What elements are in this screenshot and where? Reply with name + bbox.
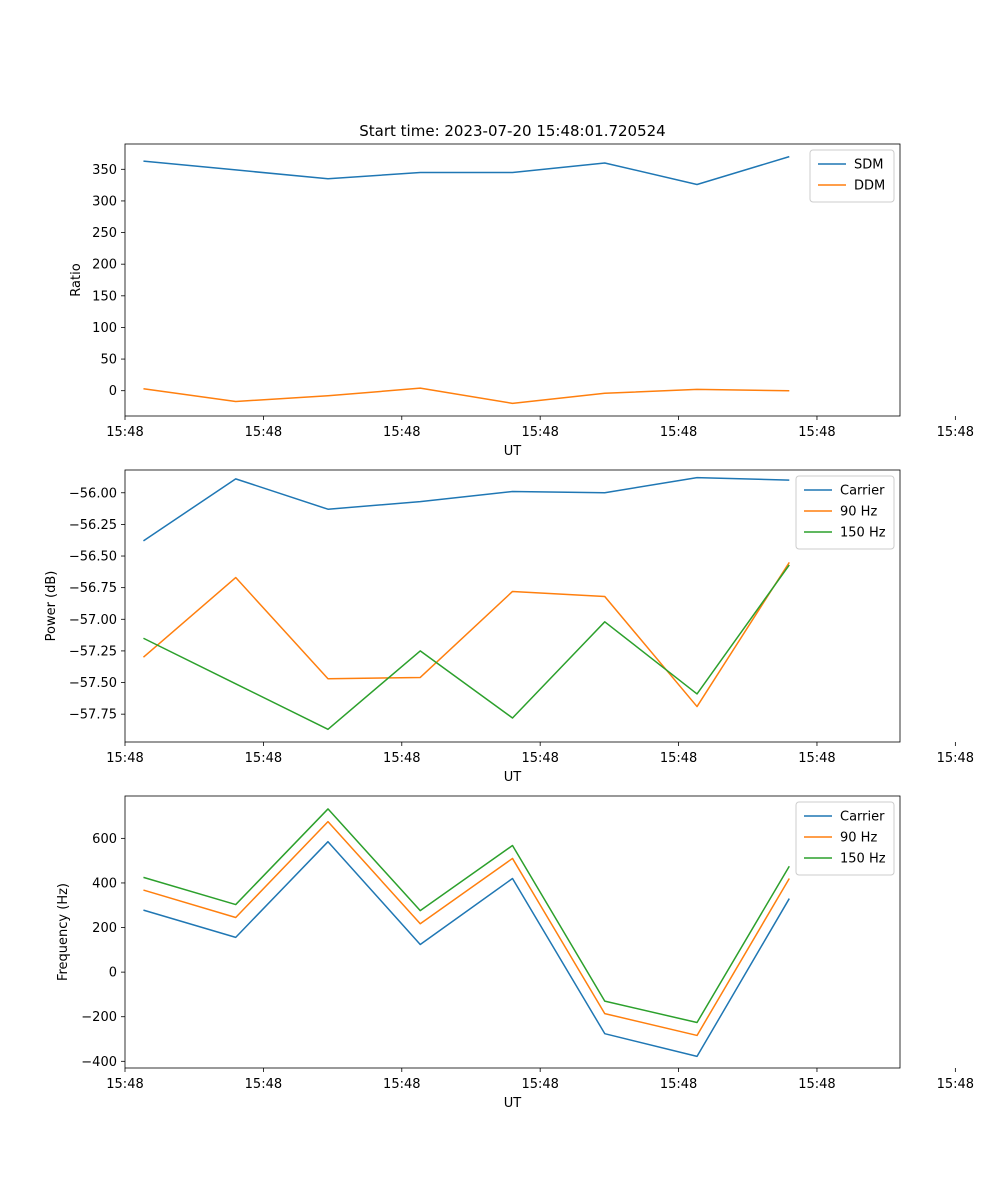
- y-tick-label: 200: [92, 258, 117, 273]
- x-axis-label: UT: [504, 1096, 522, 1111]
- y-tick-label: −400: [81, 1055, 117, 1070]
- y-tick-label: −56.00: [69, 486, 117, 501]
- y-tick-label: 350: [92, 163, 117, 178]
- y-tick-label: −200: [81, 1010, 117, 1025]
- x-axis-label: UT: [504, 770, 522, 785]
- y-tick-label: 250: [92, 226, 117, 241]
- legend-entry: 150 Hz: [840, 526, 886, 541]
- x-tick-label: 15:48: [660, 1077, 697, 1092]
- legend: SDM DDM: [809, 149, 895, 203]
- x-tick-label: 15:48: [106, 425, 143, 440]
- series-line-90-hz: [143, 820, 790, 1037]
- x-tick-label: 15:48: [937, 1077, 974, 1092]
- x-tick-label: 15:48: [106, 1077, 143, 1092]
- x-tick-label: 15:48: [106, 751, 143, 766]
- y-tick-label: 600: [92, 832, 117, 847]
- axes-frame: [124, 469, 901, 743]
- x-tick-label: 15:48: [383, 751, 420, 766]
- series-line-sdm: [143, 155, 790, 186]
- y-axis-label: Frequency (Hz): [56, 883, 71, 981]
- chart-panel-2: 15:48 15:48 15:48 15:48 15:48 15:48 15:48 −57.7…: [44, 469, 974, 785]
- x-tick-label: 15:48: [660, 751, 697, 766]
- series-line-150-hz: [143, 564, 790, 731]
- x-tick-label: 15:48: [521, 751, 558, 766]
- series-line-90-hz: [142, 561, 790, 708]
- series-line-ddm: [143, 387, 790, 405]
- y-tick-label: −57.50: [69, 676, 117, 691]
- x-tick-label: 15:48: [245, 751, 282, 766]
- axes-frame: [124, 795, 901, 1069]
- series-line-carrier: [143, 476, 790, 542]
- x-tick-label: 15:48: [245, 425, 282, 440]
- x-tick-label: 15:48: [383, 425, 420, 440]
- x-tick-label: 15:48: [937, 425, 974, 440]
- legend-box: [795, 801, 895, 876]
- x-tick-label: 15:48: [798, 751, 835, 766]
- legend: Carrier 90 Hz 150 Hz: [795, 475, 895, 550]
- y-tick-label: 150: [92, 289, 117, 304]
- y-tick-label: 200: [92, 921, 117, 936]
- y-tick-label: 300: [92, 194, 117, 209]
- y-tick-label: −57.75: [69, 708, 117, 723]
- x-tick-label: 15:48: [798, 1077, 835, 1092]
- legend-entry: Carrier: [840, 484, 885, 499]
- x-tick-label: 15:48: [521, 425, 558, 440]
- legend: Carrier 90 Hz 150 Hz: [795, 801, 895, 876]
- x-axis-label: UT: [504, 444, 522, 459]
- series-line-150-hz: [143, 808, 790, 1024]
- y-tick-label: −57.25: [69, 644, 117, 659]
- axes-frame: [124, 143, 901, 417]
- chart-panel-3: 15:48 15:48 15:48 15:48 15:48 15:48 15:48 −400 −…: [56, 795, 974, 1111]
- y-tick-label: −56.50: [69, 550, 117, 565]
- y-axis-label: Ratio: [69, 263, 84, 296]
- legend-entry: 90 Hz: [840, 505, 877, 520]
- x-tick-label: 15:48: [937, 751, 974, 766]
- y-tick-label: −56.75: [69, 581, 117, 596]
- x-tick-label: 15:48: [798, 425, 835, 440]
- y-tick-label: 0: [109, 384, 117, 399]
- legend-entry: SDM: [854, 158, 883, 173]
- x-tick-label: 15:48: [383, 1077, 420, 1092]
- legend-entry: Carrier: [840, 810, 885, 825]
- x-tick-label: 15:48: [521, 1077, 558, 1092]
- y-axis-label: Power (dB): [44, 571, 59, 642]
- chart-title: Start time: 2023-07-20 15:48:01.720524: [359, 122, 665, 140]
- series-line-carrier: [143, 840, 790, 1058]
- legend-box: [795, 475, 895, 550]
- y-tick-label: 100: [92, 321, 117, 336]
- x-tick-label: 15:48: [660, 425, 697, 440]
- legend-entry: 90 Hz: [840, 831, 877, 846]
- legend-entry: DDM: [854, 179, 885, 194]
- chart-panel-1: Start time: 2023-07-20 15:48:01.720524 15…: [69, 122, 974, 459]
- legend-entry: 150 Hz: [840, 852, 886, 867]
- legend-box: [809, 149, 895, 203]
- y-tick-label: 0: [109, 966, 117, 981]
- y-tick-label: 400: [92, 876, 117, 891]
- y-tick-label: −57.00: [69, 613, 117, 628]
- y-tick-label: 50: [100, 353, 117, 368]
- y-tick-label: −56.25: [69, 518, 117, 533]
- x-tick-label: 15:48: [245, 1077, 282, 1092]
